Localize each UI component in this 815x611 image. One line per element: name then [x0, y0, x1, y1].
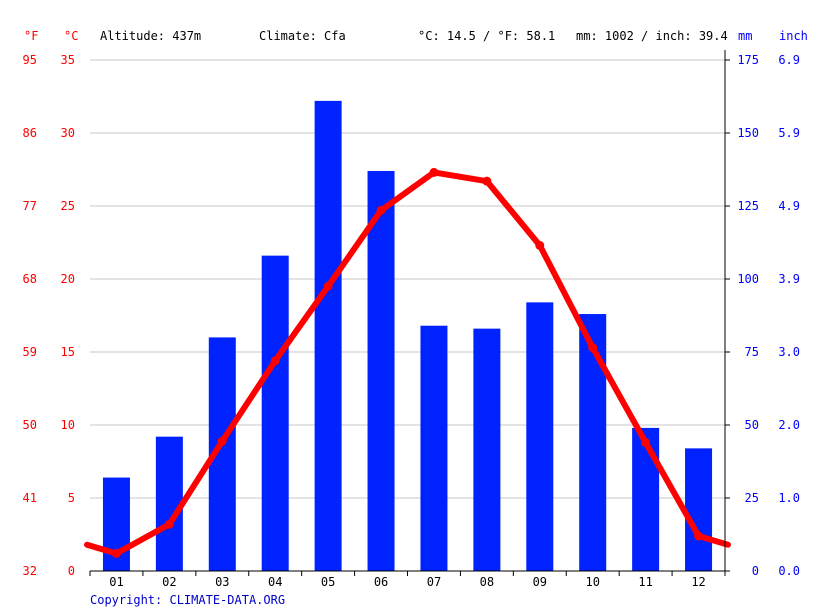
precipitation-bar	[314, 100, 342, 571]
temperature-point	[694, 531, 704, 541]
unit-celsius-label: °C	[64, 29, 78, 43]
fahrenheit-tick-label: 95	[23, 53, 37, 67]
fahrenheit-tick-label: 32	[23, 564, 37, 578]
celsius-tick-label: 35	[61, 53, 75, 67]
mm-tick-label: 100	[737, 272, 759, 286]
month-tick-label: 03	[215, 575, 229, 589]
mm-tick-label: 0	[752, 564, 759, 578]
tick-labels: 3241505968778695051015202530350255075100…	[23, 53, 800, 589]
mm-tick-label: 50	[745, 418, 759, 432]
temperature-point	[535, 240, 545, 250]
fahrenheit-tick-label: 59	[23, 345, 37, 359]
inch-tick-label: 6.9	[778, 53, 800, 67]
mm-tick-label: 75	[745, 345, 759, 359]
mm-tick-label: 150	[737, 126, 759, 140]
unit-mm-label: mm	[738, 29, 752, 43]
celsius-tick-label: 25	[61, 199, 75, 213]
month-tick-label: 12	[691, 575, 705, 589]
precipitation-bar	[685, 448, 713, 571]
month-tick-label: 08	[480, 575, 494, 589]
unit-inch-label: inch	[779, 29, 808, 43]
celsius-tick-label: 15	[61, 345, 75, 359]
month-tick-label: 05	[321, 575, 335, 589]
precipitation-bar	[579, 314, 607, 571]
month-tick-label: 01	[109, 575, 123, 589]
temperature-point	[641, 438, 651, 448]
celsius-tick-label: 5	[68, 491, 75, 505]
unit-fahrenheit-label: °F	[24, 29, 38, 43]
temperature-point	[588, 343, 598, 353]
fahrenheit-tick-label: 77	[23, 199, 37, 213]
precipitation-bar	[420, 325, 448, 571]
temperature-point	[164, 519, 174, 529]
mm-tick-label: 125	[737, 199, 759, 213]
inch-tick-label: 3.9	[778, 272, 800, 286]
celsius-tick-label: 10	[61, 418, 75, 432]
precipitation-bars	[102, 100, 713, 571]
temperature-point	[376, 205, 386, 215]
inch-tick-label: 1.0	[778, 491, 800, 505]
precipitation-bar	[367, 170, 395, 571]
month-tick-label: 06	[374, 575, 388, 589]
temperature-average-label: °C: 14.5 / °F: 58.1	[418, 29, 555, 43]
temperature-point	[482, 176, 492, 186]
precipitation-total-label: mm: 1002 / inch: 39.4	[576, 29, 728, 43]
temperature-point	[217, 436, 227, 446]
precipitation-bar	[473, 328, 501, 571]
climate-label: Climate: Cfa	[259, 29, 346, 43]
celsius-tick-label: 30	[61, 126, 75, 140]
month-tick-label: 07	[427, 575, 441, 589]
temperature-point	[429, 167, 439, 177]
month-tick-label: 11	[638, 575, 652, 589]
celsius-tick-label: 20	[61, 272, 75, 286]
fahrenheit-tick-label: 86	[23, 126, 37, 140]
celsius-tick-label: 0	[68, 564, 75, 578]
precipitation-bar	[155, 436, 183, 571]
precipitation-bar	[526, 302, 554, 571]
inch-tick-label: 4.9	[778, 199, 800, 213]
month-tick-label: 04	[268, 575, 282, 589]
altitude-label: Altitude: 437m	[100, 29, 201, 43]
grid-lines	[90, 59, 725, 499]
precipitation-bar	[632, 427, 660, 571]
copyright-link[interactable]: Copyright: CLIMATE-DATA.ORG	[90, 593, 285, 607]
mm-tick-label: 175	[737, 53, 759, 67]
precipitation-bar	[261, 255, 289, 571]
mm-tick-label: 25	[745, 491, 759, 505]
inch-tick-label: 0.0	[778, 564, 800, 578]
month-tick-label: 09	[533, 575, 547, 589]
inch-tick-label: 2.0	[778, 418, 800, 432]
fahrenheit-tick-label: 50	[23, 418, 37, 432]
inch-tick-label: 5.9	[778, 126, 800, 140]
temperature-line	[84, 167, 731, 558]
temperature-line-path	[84, 169, 731, 557]
fahrenheit-tick-label: 68	[23, 272, 37, 286]
fahrenheit-tick-label: 41	[23, 491, 37, 505]
inch-tick-label: 3.0	[778, 345, 800, 359]
month-tick-label: 02	[162, 575, 176, 589]
temperature-point	[323, 281, 333, 291]
temperature-point	[270, 356, 280, 366]
month-tick-label: 10	[585, 575, 599, 589]
temperature-point	[111, 548, 121, 558]
axes	[89, 50, 730, 576]
